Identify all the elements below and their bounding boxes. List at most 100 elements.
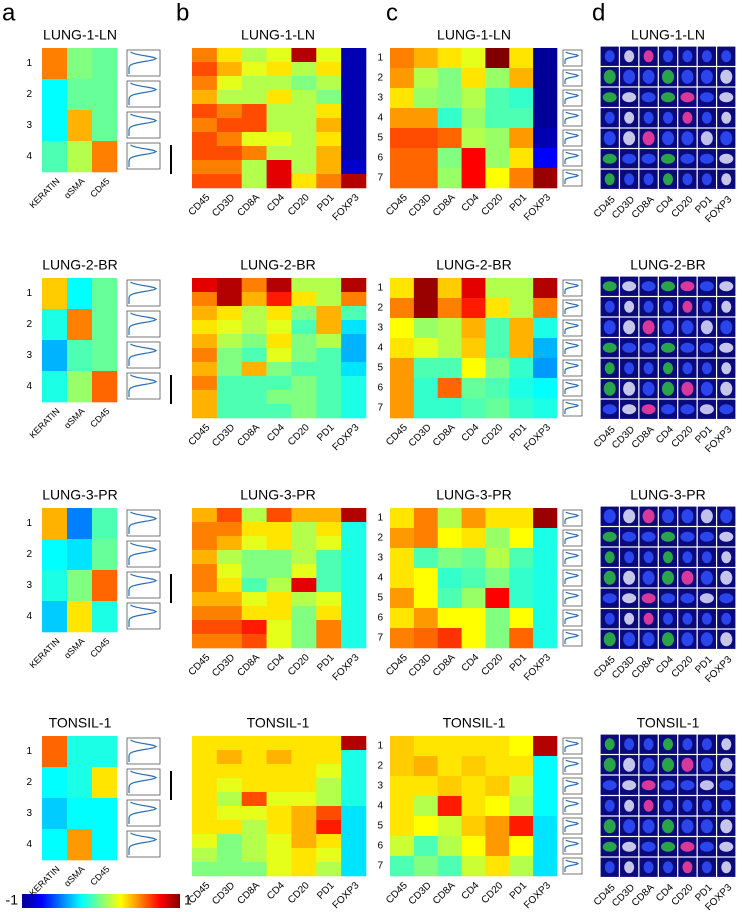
heatmap-cell (461, 756, 486, 777)
image-cell (680, 153, 695, 164)
image-cell (604, 738, 615, 751)
axis-label: CD4 (460, 192, 482, 214)
heatmap-cell (461, 278, 486, 299)
image-cell (661, 153, 675, 164)
image-cell (699, 531, 714, 542)
image-cell (721, 173, 732, 186)
histogram-curve (128, 374, 158, 397)
heatmap-cell (92, 570, 118, 602)
image-cell (699, 281, 714, 292)
heatmap-cell (291, 76, 317, 91)
heatmap-cell (461, 628, 486, 649)
heatmap-cell (216, 146, 243, 161)
image-cell (641, 281, 656, 292)
heatmap-cell (316, 306, 342, 321)
heatmap-cell (461, 298, 486, 319)
image-cell (642, 632, 655, 647)
image-cell (643, 300, 654, 313)
heatmap-cell (485, 298, 510, 319)
heatmap-cell (485, 856, 510, 877)
heatmap-cell (316, 848, 342, 863)
heatmap-cell (241, 62, 267, 77)
heatmap-cell (437, 588, 462, 609)
heatmap-cell (192, 750, 218, 765)
heatmap-cell (241, 848, 267, 863)
heatmap-cell (437, 108, 462, 129)
heatmap-cell (241, 334, 267, 349)
heatmap-cell (509, 528, 534, 549)
heatmap-cell (316, 146, 342, 161)
cluster-label: 7 (377, 633, 383, 644)
image-cell (681, 131, 694, 146)
heatmap-cell (67, 141, 93, 173)
heatmap-cell (316, 320, 342, 335)
heatmap-cell (533, 358, 558, 379)
cluster-label: 2 (26, 89, 32, 100)
heatmap-cell (192, 90, 218, 105)
heatmap-cell (241, 834, 267, 849)
histogram-frame (126, 602, 161, 630)
image-cell (642, 509, 655, 524)
histogram-curve (564, 111, 580, 124)
sample-title: LUNG-2-BR (436, 257, 511, 273)
heatmap-cell (42, 736, 68, 768)
image-cell (643, 861, 654, 874)
cluster-label: 3 (26, 350, 32, 361)
heatmap-cell (485, 108, 510, 129)
heatmap-cell (316, 736, 342, 751)
heatmap-cell (216, 404, 243, 419)
heatmap-cell (461, 398, 486, 419)
heatmap-cell (485, 338, 510, 359)
image-cell (720, 819, 733, 834)
heatmap-cell (437, 816, 462, 837)
image-cell (681, 632, 694, 647)
heatmap-cell (341, 750, 367, 765)
heatmap-cell (241, 736, 267, 751)
heatmap-cell (413, 588, 439, 609)
heatmap-cell (92, 829, 118, 861)
heatmap-cell (390, 128, 415, 149)
heatmap-cell (509, 628, 534, 649)
heatmap-cell (216, 104, 243, 119)
histogram-frame (126, 372, 161, 400)
heatmap-cell (461, 508, 486, 529)
axis-label: PD1 (315, 192, 337, 214)
histogram-curve (128, 51, 158, 74)
image-cell (700, 381, 713, 396)
histogram-curve (564, 571, 580, 584)
cluster-label: 1 (26, 746, 32, 757)
heatmap-cell (509, 796, 534, 817)
image-cell (701, 738, 712, 751)
heatmap-cell (241, 132, 267, 147)
heatmap-cell (413, 568, 439, 589)
heatmap-cell (341, 306, 367, 321)
heatmap-cell (216, 390, 243, 405)
heatmap-cell (241, 820, 267, 835)
heatmap-cell (192, 146, 218, 161)
heatmap-cell (485, 168, 510, 189)
heatmap-cell (341, 564, 367, 579)
axis-label: CD3D (407, 880, 434, 907)
heatmap-cell (437, 628, 462, 649)
axis-label: CD20 (670, 882, 696, 908)
heatmap-cell (461, 776, 486, 797)
histogram-frame (126, 571, 161, 599)
image-cell (700, 69, 713, 84)
image-cell (701, 50, 712, 63)
heatmap-cell (437, 68, 462, 89)
heatmap-cell (413, 168, 439, 189)
heatmap-cell (316, 404, 342, 419)
heatmap-cell (316, 376, 342, 391)
heatmap-cell (42, 570, 68, 602)
heatmap-cell (341, 62, 367, 77)
heatmap-cell (437, 508, 462, 529)
heatmap-cell (413, 128, 439, 149)
heatmap-cell (461, 358, 486, 379)
axis-label: CD45 (88, 176, 111, 199)
heatmap-cell (67, 601, 93, 633)
image-cell (623, 570, 636, 585)
image-cell (699, 92, 714, 103)
image-cell (622, 281, 637, 292)
histogram-frame (562, 339, 583, 357)
image-cell (622, 92, 637, 103)
